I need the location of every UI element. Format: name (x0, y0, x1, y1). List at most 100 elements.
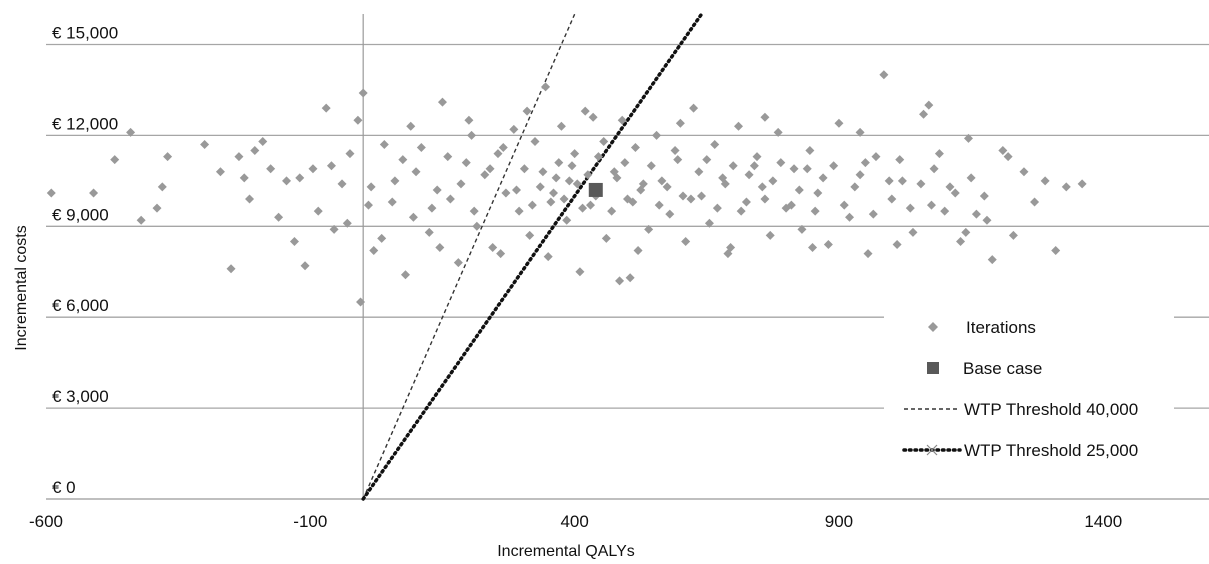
iteration-point (892, 239, 902, 249)
iteration-point (239, 173, 249, 183)
iteration-point (274, 212, 284, 222)
iteration-point (736, 206, 746, 216)
y-tick-label: € 0 (52, 478, 76, 497)
iteration-point (485, 164, 495, 174)
iteration-point (678, 191, 688, 201)
iteration-point (469, 206, 479, 216)
iteration-point (1061, 182, 1071, 192)
x-axis-title: Incremental QALYs (497, 543, 635, 560)
iteration-point (1040, 176, 1050, 186)
y-tick-label: € 6,000 (52, 296, 109, 315)
iteration-point (1077, 179, 1087, 189)
iteration-point (686, 194, 696, 204)
base-case-point (588, 182, 603, 197)
legend-label-wtp-40000: WTP Threshold 40,000 (964, 400, 1138, 419)
iteration-point (358, 88, 368, 98)
iteration-point (934, 149, 944, 159)
iteration-point (345, 149, 355, 159)
iteration-point (929, 164, 939, 174)
iteration-point (601, 233, 611, 243)
iteration-point (356, 297, 366, 307)
iteration-point (773, 127, 783, 137)
iteration-point (850, 182, 860, 192)
iteration-point (834, 118, 844, 128)
iteration-point (789, 164, 799, 174)
iteration-point (871, 152, 881, 162)
iteration-point (390, 176, 400, 186)
iteration-point (525, 230, 535, 240)
iteration-point (366, 182, 376, 192)
iteration-point (829, 161, 839, 171)
iteration-point (998, 146, 1008, 156)
iteration-point (295, 173, 305, 183)
y-tick-label: € 3,000 (52, 387, 109, 406)
y-tick-label: € 15,000 (52, 24, 118, 43)
iteration-point (797, 224, 807, 234)
iteration-point (654, 200, 664, 210)
iteration-point (776, 158, 786, 168)
x-tick-label: 400 (560, 512, 588, 531)
iteration-point (136, 215, 146, 225)
iteration-point (126, 127, 136, 137)
iteration-point (342, 218, 352, 228)
iteration-point (377, 233, 387, 243)
iteration-point (546, 197, 556, 207)
x-tick-label: -600 (29, 512, 63, 531)
iteration-point (945, 182, 955, 192)
iteration-point (704, 218, 714, 228)
iteration-point (617, 115, 627, 125)
iteration-point (720, 179, 730, 189)
iteration-point (258, 136, 268, 146)
iteration-point (863, 249, 873, 259)
iteration-point (895, 155, 905, 165)
iteration-point (760, 194, 770, 204)
iteration-point (583, 170, 593, 180)
x-tick-labels: -600 -100 400 900 1400 (29, 512, 1122, 531)
iteration-point (887, 194, 897, 204)
iteration-point (710, 139, 720, 149)
iteration-point (694, 167, 704, 177)
iteration-point (329, 224, 339, 234)
iteration-point (578, 203, 588, 213)
iteration-point (744, 170, 754, 180)
iteration-points (46, 70, 1087, 307)
iteration-point (538, 167, 548, 177)
iteration-point (541, 82, 551, 92)
iteration-point (46, 188, 56, 198)
iteration-point (712, 203, 722, 213)
iteration-point (511, 185, 521, 195)
iteration-point (646, 161, 656, 171)
iteration-point (786, 200, 796, 210)
legend-item-base-case: Base case (927, 359, 1042, 378)
iteration-point (802, 164, 812, 174)
iteration-point (905, 203, 915, 213)
iteration-point (670, 146, 680, 156)
iteration-point (498, 143, 508, 153)
iteration-point (1030, 197, 1040, 207)
iteration-point (855, 127, 865, 137)
iteration-point (321, 103, 331, 113)
iteration-point (760, 112, 770, 122)
iteration-point (628, 197, 638, 207)
iteration-point (437, 97, 447, 107)
iteration-point (752, 152, 762, 162)
iteration-point (337, 179, 347, 189)
iteration-point (916, 179, 926, 189)
iteration-point (1051, 246, 1061, 256)
legend-label-wtp-25000: WTP Threshold 25,000 (964, 441, 1138, 460)
iteration-point (522, 106, 532, 116)
iteration-point (559, 194, 569, 204)
iteration-point (599, 136, 609, 146)
iteration-point (652, 130, 662, 140)
x-tick-label: -100 (293, 512, 327, 531)
iteration-point (496, 249, 506, 259)
iteration-point (570, 149, 580, 159)
iteration-point (644, 224, 654, 234)
y-tick-label: € 9,000 (52, 205, 109, 224)
iteration-point (868, 209, 878, 219)
iteration-point (966, 173, 976, 183)
iteration-point (313, 206, 323, 216)
iteration-point (1008, 230, 1018, 240)
iteration-point (353, 115, 363, 125)
iteration-point (823, 239, 833, 249)
